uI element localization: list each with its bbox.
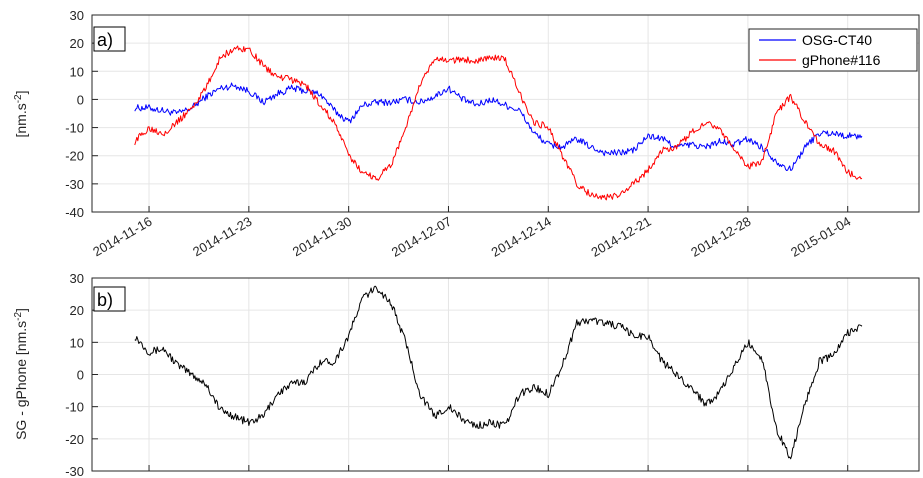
y-tick-label: 30 bbox=[70, 8, 84, 23]
y-tick-label: -30 bbox=[65, 464, 84, 478]
panel-a-x-ticks: 2014-11-16 2014-11-23 2014-11-30 2014-12-07… bbox=[90, 206, 853, 260]
y-tick-label: -10 bbox=[65, 400, 84, 415]
panel-b-label: b) bbox=[97, 290, 113, 310]
x-tick-label: 2014-12-14 bbox=[489, 214, 554, 260]
x-tick-label: 2014-11-30 bbox=[290, 214, 354, 260]
y-tick-label: 0 bbox=[77, 92, 84, 107]
panel-b-y-axis-label: SG - gPhone [nm.s-2] bbox=[13, 308, 29, 440]
y-tick-label: 10 bbox=[70, 64, 84, 79]
x-tick-label: 2014-11-16 bbox=[90, 214, 154, 260]
y-tick-label: 0 bbox=[77, 368, 84, 383]
panel-b-grid bbox=[92, 278, 919, 471]
panel-b-y-ticks: -30 -20 -10 0 10 20 30 bbox=[65, 271, 98, 478]
y-tick-label: -20 bbox=[65, 149, 84, 164]
y-tick-label: 20 bbox=[70, 303, 84, 318]
series-line-gphone-116 bbox=[134, 45, 863, 201]
panel-a-label: a) bbox=[97, 30, 113, 50]
x-tick-label: 2014-11-23 bbox=[190, 214, 254, 260]
series-line-osg-ct40 bbox=[134, 82, 863, 171]
panel-a-chart: -40 -30 -20 -10 0 10 20 30 2014-11-16 2014-11-23… bbox=[13, 8, 920, 260]
panel-a-y-ticks: -40 -30 -20 -10 0 10 20 30 bbox=[65, 8, 98, 220]
y-tick-label: -40 bbox=[65, 205, 84, 220]
y-tick-label: -30 bbox=[65, 177, 84, 192]
panel-b-series-group bbox=[134, 285, 863, 460]
panel-a-label-box bbox=[93, 26, 126, 52]
y-tick-label: -10 bbox=[65, 121, 84, 136]
legend-entry-osg-ct40: OSG-CT40 bbox=[802, 32, 872, 48]
y-tick-label: -20 bbox=[65, 432, 84, 447]
panel-a-y-axis-label: [nm.s-2] bbox=[13, 90, 29, 137]
y-tick-label: 30 bbox=[70, 271, 84, 286]
x-tick-label: 2014-12-21 bbox=[588, 214, 653, 260]
legend-box bbox=[748, 28, 918, 72]
legend-entry-gphone116: gPhone#116 bbox=[802, 52, 881, 68]
y-tick-label: 10 bbox=[70, 335, 84, 350]
panel-b-chart: -30 -20 -10 0 10 20 30 SG - gPhone [nm.s-2] b) bbox=[13, 271, 920, 478]
panel-a-series-group bbox=[134, 45, 863, 201]
panel-a-axes-frame bbox=[91, 14, 920, 213]
x-tick-label: 2014-12-07 bbox=[389, 214, 454, 260]
x-tick-label: 2014-12-28 bbox=[688, 214, 753, 260]
series-line-sg-minus-gphone bbox=[134, 285, 863, 460]
x-tick-label: 2015-01-04 bbox=[788, 214, 853, 260]
panel-b-label-box bbox=[93, 286, 126, 312]
y-tick-label: 20 bbox=[70, 36, 84, 51]
panel-a-legend: OSG-CT40 gPhone#116 bbox=[748, 28, 918, 72]
panel-b-x-ticks bbox=[148, 465, 849, 471]
